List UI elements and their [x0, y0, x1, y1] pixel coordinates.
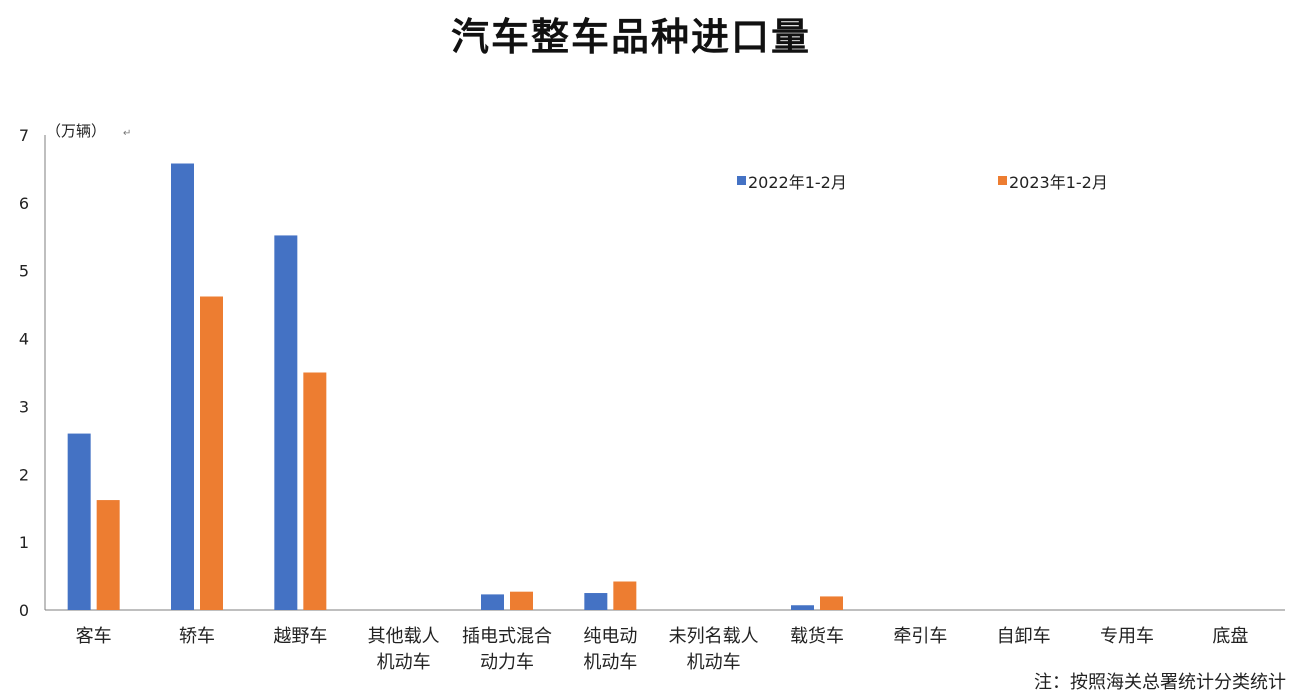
y-tick-label: 4: [19, 330, 29, 349]
category-label: 客车: [76, 626, 112, 647]
y-tick-label: 6: [19, 194, 29, 213]
legend-swatch: [737, 176, 746, 185]
category-label: 专用车: [1100, 626, 1154, 647]
category-label: 插电式混合动力车: [462, 626, 552, 673]
category-label: 载货车: [790, 626, 844, 647]
y-axis-unit-mark: ↵: [123, 128, 131, 139]
bar-series-2: [613, 581, 637, 610]
category-label: 未列名载人机动车: [669, 626, 759, 673]
category-label: 其他载人机动车: [368, 626, 440, 673]
bar-series-1: [274, 235, 298, 610]
legend-swatch: [998, 176, 1007, 185]
y-tick-label: 0: [19, 601, 29, 620]
legend-label: 2022年1-2月: [748, 173, 847, 192]
category-label: 纯电动机动车: [583, 626, 637, 673]
bar-series-1: [584, 593, 608, 610]
chart-title: 汽车整车品种进口量: [450, 14, 811, 59]
y-tick-label: 2: [19, 465, 29, 484]
y-tick-label: 7: [19, 126, 29, 145]
chart-note: 注：按照海关总署统计分类统计: [1034, 672, 1286, 693]
bar-series-1: [171, 163, 194, 610]
y-axis-unit-label: （万辆）: [46, 122, 106, 140]
category-label: 牵引车: [893, 626, 947, 647]
category-label: 底盘: [1212, 626, 1248, 647]
bar-series-1: [67, 433, 91, 610]
bar-series-1: [791, 605, 814, 610]
category-label: 越野车: [273, 626, 327, 647]
category-label: 自卸车: [997, 626, 1051, 647]
category-label: 轿车: [179, 626, 215, 647]
y-tick-label: 5: [19, 262, 29, 281]
bar-series-2: [303, 372, 327, 610]
bar-series-2: [510, 591, 533, 610]
y-tick-label: 1: [19, 533, 29, 552]
legend-label: 2023年1-2月: [1009, 173, 1108, 192]
bar-series-2: [200, 296, 223, 610]
bar-series-2: [96, 500, 120, 610]
bar-series-1: [481, 594, 504, 610]
bar-series-2: [820, 596, 843, 610]
y-tick-label: 3: [19, 397, 29, 416]
